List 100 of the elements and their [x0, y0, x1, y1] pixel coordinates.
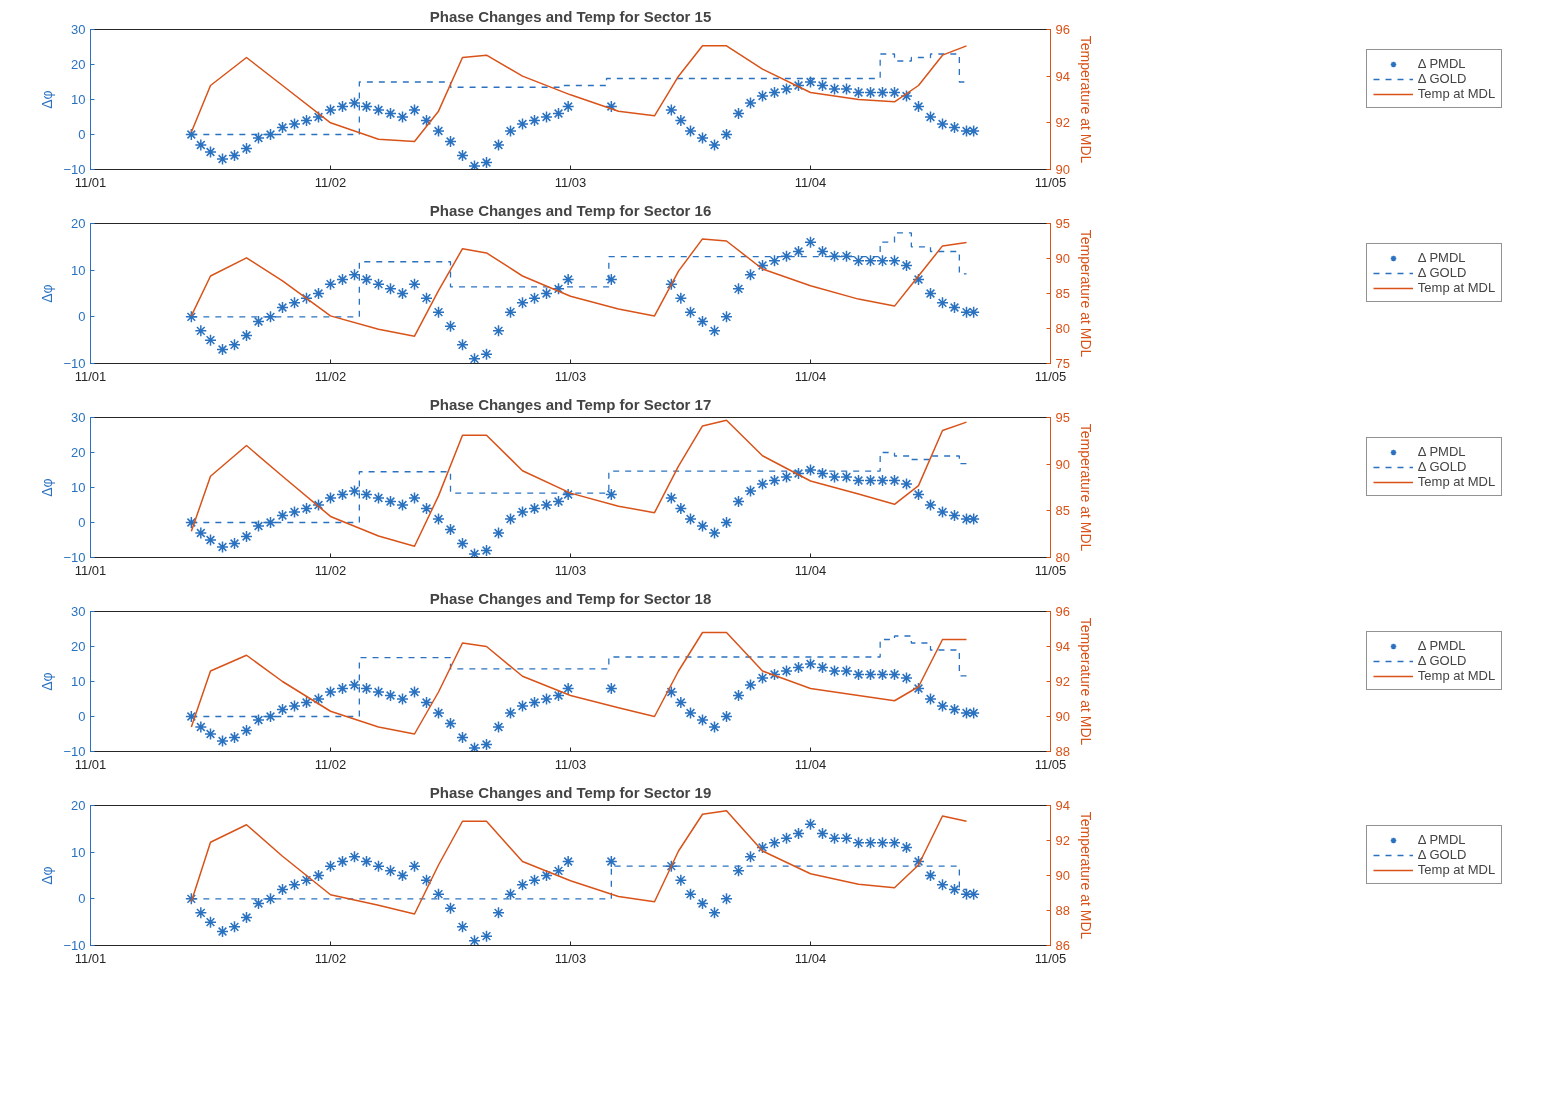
y-tick-label: −10: [63, 162, 86, 177]
chart-title: Phase Changes and Temp for Sector 16: [429, 201, 712, 219]
chart-title: Phase Changes and Temp for Sector 19: [429, 783, 712, 801]
y-tick-label: −10: [63, 938, 86, 953]
legend-label: Temp at MDL: [1417, 280, 1496, 295]
y-axis-title: Δφ: [39, 672, 56, 691]
legend-label: Δ GOLD: [1417, 459, 1467, 474]
y-tick-label: 20: [71, 216, 86, 231]
x-tick-label: 11/02: [314, 368, 347, 384]
y2-tick-label: 75: [1055, 356, 1070, 371]
x-tick-label: 11/01: [74, 756, 107, 772]
y2-axis-title: Temperature at MDL: [1077, 229, 1094, 358]
x-tick-label: 11/04: [794, 562, 827, 578]
x-tick-label: 11/03: [554, 950, 587, 966]
y-tick-label: −10: [63, 356, 86, 371]
legend-label: Temp at MDL: [1417, 86, 1496, 101]
legend-label: Δ GOLD: [1417, 71, 1467, 86]
y-tick-label: 30: [71, 604, 86, 619]
y2-tick-label: 90: [1055, 456, 1070, 472]
y-tick-label: 10: [71, 262, 86, 278]
y2-tick-label: 88: [1055, 744, 1070, 759]
legend-label: Temp at MDL: [1417, 862, 1496, 877]
y-tick-label: 30: [71, 22, 86, 37]
x-tick-label: 11/02: [314, 562, 347, 578]
x-tick-label: 11/04: [794, 368, 827, 384]
x-tick-label: 11/04: [794, 756, 827, 772]
y2-tick-label: 90: [1055, 251, 1070, 266]
y2-tick-label: 94: [1055, 639, 1070, 654]
x-tick-label: 11/05: [1034, 174, 1067, 190]
y2-tick-label: 85: [1055, 503, 1070, 519]
x-tick-label: 11/01: [74, 950, 107, 966]
x-tick-label: 11/03: [554, 368, 587, 384]
y2-tick-label: 94: [1055, 798, 1070, 813]
y-tick-label: 10: [71, 92, 86, 107]
y-tick-label: 30: [71, 410, 86, 425]
legend-label: Δ GOLD: [1417, 847, 1467, 862]
x-tick-label: 11/01: [74, 368, 107, 384]
y-tick-label: 20: [71, 57, 86, 72]
y-tick-label: 10: [71, 674, 86, 689]
y-tick-label: 0: [78, 309, 86, 325]
y-tick-label: 20: [71, 639, 86, 654]
y2-tick-label: 85: [1055, 286, 1070, 301]
x-tick-label: 11/05: [1034, 950, 1067, 966]
chart-title: Phase Changes and Temp for Sector 15: [429, 7, 712, 25]
y2-tick-label: 88: [1055, 903, 1070, 918]
legend-label: Δ PMDL: [1417, 832, 1466, 847]
legend-label: Δ GOLD: [1417, 653, 1467, 668]
x-tick-label: 11/05: [1034, 562, 1067, 578]
y-tick-label: 10: [71, 844, 86, 860]
x-tick-label: 11/01: [74, 174, 107, 190]
y2-tick-label: 92: [1055, 833, 1070, 848]
y2-axis-title: Temperature at MDL: [1077, 617, 1094, 746]
y2-tick-label: 90: [1055, 709, 1070, 724]
y2-tick-label: 86: [1055, 938, 1070, 953]
y-axis-title: Δφ: [39, 866, 56, 885]
y-tick-label: −10: [63, 744, 86, 759]
x-tick-label: 11/04: [794, 950, 827, 966]
y-tick-label: −10: [63, 550, 86, 565]
x-tick-label: 11/01: [74, 562, 107, 578]
x-tick-label: 11/02: [314, 174, 347, 190]
x-tick-label: 11/04: [794, 174, 827, 190]
legend-label: Δ GOLD: [1417, 265, 1467, 280]
y-tick-label: 20: [71, 445, 86, 460]
chart-title: Phase Changes and Temp for Sector 18: [429, 589, 712, 607]
y-tick-label: 10: [71, 480, 86, 495]
chart-title: Phase Changes and Temp for Sector 17: [429, 395, 712, 413]
y2-tick-label: 95: [1055, 216, 1070, 231]
y2-axis-title: Temperature at MDL: [1077, 423, 1094, 552]
y2-tick-label: 80: [1055, 550, 1070, 565]
y-axis-title: Δφ: [39, 284, 56, 303]
x-tick-label: 11/05: [1034, 368, 1067, 384]
x-tick-label: 11/05: [1034, 756, 1067, 772]
y2-tick-label: 96: [1055, 22, 1070, 37]
y-tick-label: 0: [78, 891, 86, 907]
y-tick-label: 0: [78, 127, 86, 142]
legend-label: Temp at MDL: [1417, 668, 1496, 683]
legend-label: Δ PMDL: [1417, 250, 1466, 265]
x-tick-label: 11/03: [554, 756, 587, 772]
y2-tick-label: 94: [1055, 68, 1070, 84]
x-tick-label: 11/03: [554, 174, 587, 190]
legend-label: Δ PMDL: [1417, 56, 1466, 71]
x-tick-label: 11/03: [554, 562, 587, 578]
x-tick-label: 11/02: [314, 756, 347, 772]
y-tick-label: 0: [78, 709, 86, 724]
y2-axis-title: Temperature at MDL: [1077, 811, 1094, 940]
legend-label: Δ PMDL: [1417, 444, 1466, 459]
y2-tick-label: 90: [1055, 162, 1070, 177]
y-tick-label: 20: [71, 798, 86, 813]
y-axis-title: Δφ: [39, 478, 56, 497]
y2-tick-label: 80: [1055, 321, 1070, 336]
y2-tick-label: 90: [1055, 868, 1070, 883]
y2-tick-label: 92: [1055, 115, 1070, 131]
x-tick-label: 11/02: [314, 950, 347, 966]
y-tick-label: 0: [78, 515, 86, 530]
y2-tick-label: 95: [1055, 410, 1070, 425]
y2-tick-label: 92: [1055, 674, 1070, 689]
legend-label: Δ PMDL: [1417, 638, 1466, 653]
y-axis-title: Δφ: [39, 90, 56, 109]
y2-axis-title: Temperature at MDL: [1077, 35, 1094, 164]
legend-label: Temp at MDL: [1417, 474, 1496, 489]
